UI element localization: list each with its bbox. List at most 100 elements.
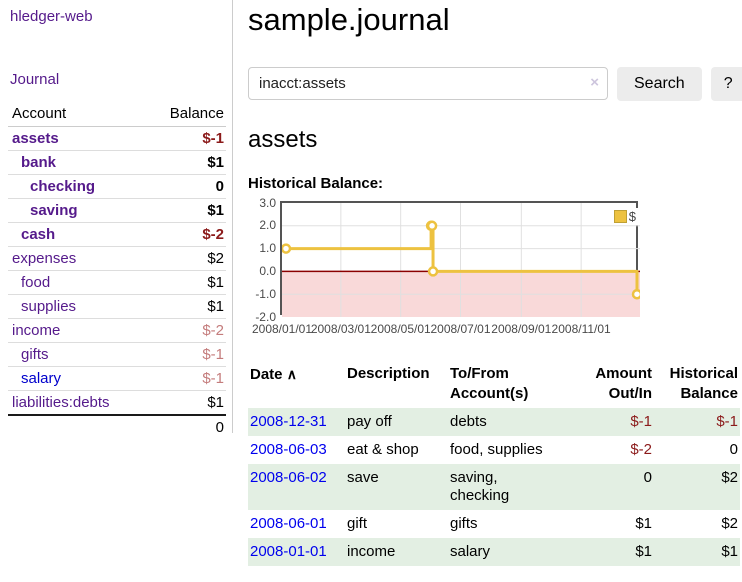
register-cell-date: 2008-12-31 [248, 408, 345, 436]
account-balance: $1 [144, 150, 226, 175]
register-cell-amount: $-1 [630, 412, 652, 430]
sort-up-icon: ∧ [286, 365, 297, 382]
accounts-total-spacer [8, 414, 145, 439]
x-axis-tick-label: 2008/11/01 [551, 321, 611, 336]
account-row: expenses $2 [8, 246, 226, 271]
account-link-liabilities-debts[interactable]: liabilities:debts [12, 394, 110, 411]
register-row: 2008-01-01 income salary $1 $1 [248, 537, 740, 566]
y-axis-tick-label: 1.0 [259, 241, 276, 256]
chart-legend: $ [611, 207, 638, 225]
register-cell-accounts: gifts [450, 514, 478, 532]
register-header-description: Description [347, 364, 430, 382]
register-cell-date: 2008-06-03 [248, 436, 345, 464]
chart-heading: Historical Balance: [248, 174, 384, 192]
account-link-expenses[interactable]: expenses [12, 250, 77, 267]
accounts-total-row: 0 [8, 414, 226, 439]
account-row: supplies $1 [8, 294, 226, 319]
register-header-balance: Historical Balance [669, 364, 738, 402]
transaction-date-link[interactable]: 2008-01-01 [250, 542, 327, 560]
accounts-header-row: Account Balance [8, 102, 226, 127]
search-button[interactable]: Search [617, 66, 702, 101]
search-box: × [248, 67, 608, 101]
register-cell-accounts: food, supplies [450, 440, 543, 458]
legend-swatch-icon [613, 209, 627, 223]
account-link-bank[interactable]: bank [21, 154, 57, 171]
y-axis-tick-label: 2.0 [259, 218, 276, 233]
account-row: bank $1 [8, 150, 226, 175]
sidebar-item-journal[interactable]: Journal [10, 71, 60, 88]
register-header-accounts: To/From Account(s) [450, 364, 529, 402]
account-link-supplies[interactable]: supplies [21, 298, 77, 315]
x-axis-tick-label: 2008/07/01 [430, 321, 491, 336]
x-axis-tick-label: 2008/09/01 [491, 321, 552, 336]
account-row: cash $-2 [8, 222, 226, 247]
account-row: checking 0 [8, 174, 226, 199]
chart-canvas [282, 202, 640, 317]
search-input[interactable] [248, 67, 608, 101]
accounts-total-value: 0 [144, 414, 226, 439]
account-link-assets[interactable]: assets [12, 130, 59, 147]
y-axis-tick-label: 0.0 [259, 264, 276, 279]
register-cell-description: eat & shop [347, 440, 419, 458]
transaction-date-link[interactable]: 2008-06-01 [250, 514, 327, 532]
historical-balance-chart: $ 3.0 2.0 1.0 0.0 -1.0 -2.0 2008/01/01 2008/03/… [248, 196, 650, 344]
register-cell-amount: 0 [643, 468, 652, 486]
account-link-salary[interactable]: salary [21, 370, 62, 387]
account-link-food[interactable]: food [21, 274, 51, 291]
register-cell-description: income [347, 542, 396, 560]
account-link-gifts[interactable]: gifts [21, 346, 49, 363]
account-row: assets $-1 [8, 126, 226, 151]
app-brand-link[interactable]: hledger-web [10, 8, 93, 25]
register-row: 2008-06-03 eat & shop food, supplies $-2 0 [248, 436, 740, 464]
main-content: sample.journal × Search ? assets Histori… [248, 0, 742, 566]
account-balance: $1 [144, 270, 226, 295]
register-cell-description: save [347, 468, 379, 486]
y-axis-tick-label: -1.0 [255, 286, 276, 301]
chart-plot-area [280, 200, 640, 317]
account-balance: $-1 [144, 126, 226, 151]
register-cell-balance: $1 [721, 542, 738, 560]
account-balance: 0 [144, 174, 226, 199]
account-heading: assets [248, 125, 318, 153]
account-link-saving[interactable]: saving [30, 202, 78, 219]
account-balance: $1 [144, 294, 226, 319]
register-cell-description: pay off [347, 412, 392, 430]
register-cell-date: 2008-06-02 [248, 464, 345, 510]
page-title: sample.journal [248, 2, 450, 37]
register-header-date[interactable]: Date ∧ [250, 365, 297, 383]
account-balance: $2 [144, 246, 226, 271]
accounts-header-balance: Balance [144, 102, 226, 127]
register-table: Date ∧ Description To/From Account(s) Am… [248, 360, 740, 566]
x-axis-tick-label: 2008/03/01 [310, 321, 371, 336]
account-row: saving $1 [8, 198, 226, 223]
register-header-amount: Amount Out/In [595, 364, 652, 402]
sidebar: hledger-web Journal Account Balance asse… [0, 0, 233, 439]
register-row: 2008-06-01 gift gifts $1 $2 [248, 510, 740, 538]
transaction-date-link[interactable]: 2008-12-31 [250, 412, 327, 430]
x-axis-tick-label: 2008/01/01 [251, 321, 313, 336]
account-link-cash[interactable]: cash [21, 226, 56, 243]
register-cell-date: 2008-06-01 [248, 510, 345, 538]
register-cell-accounts: salary [450, 542, 491, 560]
register-cell-balance: $2 [721, 468, 738, 486]
x-axis-tick-label: 2008/05/01 [370, 321, 431, 336]
account-link-income[interactable]: income [12, 322, 61, 339]
account-link-checking[interactable]: checking [30, 178, 96, 195]
transaction-date-link[interactable]: 2008-06-02 [250, 468, 327, 486]
account-row: income $-2 [8, 318, 226, 343]
register-cell-balance: 0 [729, 440, 738, 458]
register-cell-amount: $-2 [630, 440, 652, 458]
register-row: 2008-12-31 pay off debts $-1 $-1 [248, 407, 740, 436]
transaction-date-link[interactable]: 2008-06-03 [250, 440, 327, 458]
search-row: × Search ? [248, 66, 742, 101]
register-cell-accounts: debts [450, 412, 487, 430]
account-balance: $1 [144, 390, 226, 416]
legend-label: $ [628, 208, 636, 224]
accounts-header-account: Account [8, 102, 145, 127]
account-row: salary $-1 [8, 366, 226, 391]
account-row: food $1 [8, 270, 226, 295]
register-cell-balance: $-1 [716, 412, 738, 430]
account-balance: $-1 [144, 366, 226, 391]
clear-search-icon[interactable]: × [590, 74, 599, 92]
help-button[interactable]: ? [710, 66, 742, 101]
